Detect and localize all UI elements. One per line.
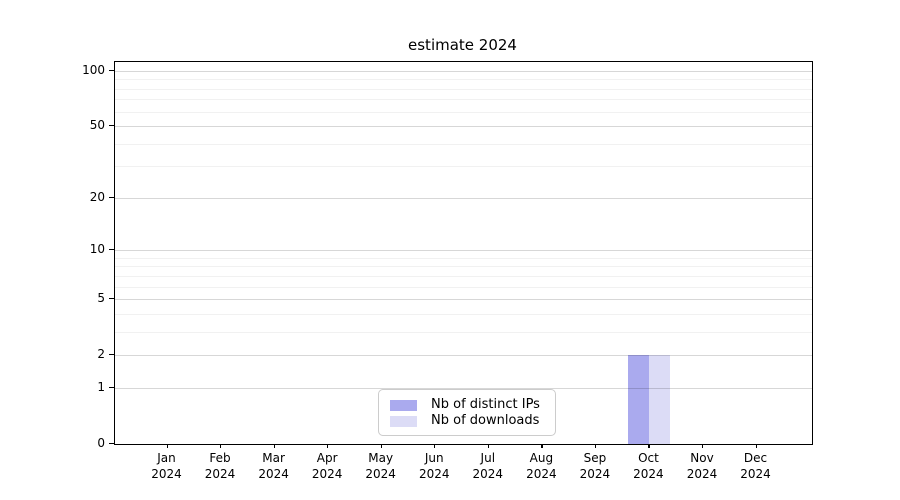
y-axis-tick — [109, 354, 114, 356]
x-axis-tick-label: Apr 2024 — [311, 451, 343, 481]
gridline — [115, 71, 812, 72]
gridline — [115, 111, 812, 113]
gridline — [115, 299, 812, 301]
gridline — [115, 313, 812, 315]
x-axis-tick-label: Sep 2024 — [579, 451, 611, 481]
y-axis-tick-label: 0 — [97, 436, 105, 450]
x-axis-tick-label: Mar 2024 — [258, 451, 289, 481]
bar-downloads — [649, 355, 671, 444]
x-axis-tick-label: Dec 2024 — [740, 451, 771, 481]
y-axis-tick — [109, 386, 114, 389]
gridline — [115, 143, 812, 145]
legend-label: Nb of distinct IPs — [431, 397, 540, 412]
x-axis-tick — [487, 444, 489, 448]
bar-distinct-ips — [628, 355, 650, 444]
y-axis-tick-label: 5 — [97, 291, 105, 306]
x-axis-tick — [648, 444, 650, 448]
gridline — [115, 387, 812, 389]
x-axis-tick — [434, 444, 436, 448]
gridline — [115, 126, 812, 128]
y-axis-tick-label: 10 — [89, 242, 105, 257]
x-axis-tick — [273, 444, 275, 448]
y-axis-tick-label: 100 — [82, 63, 105, 77]
x-axis-tick-label: Jan 2024 — [151, 451, 182, 481]
gridline — [115, 79, 812, 81]
gridline — [115, 275, 812, 277]
y-axis-tick-label: 50 — [89, 118, 105, 133]
gridline — [115, 257, 812, 259]
chart-title: estimate 2024 — [408, 36, 517, 54]
y-axis-tick-label: 20 — [89, 189, 105, 204]
legend-swatch-downloads-icon — [390, 415, 417, 427]
gridline — [115, 99, 812, 101]
legend-label: Nb of downloads — [431, 413, 540, 428]
x-axis-tick — [166, 444, 168, 448]
gridline — [115, 166, 812, 168]
x-axis-tick-label: Feb 2024 — [204, 451, 236, 481]
y-axis-tick — [109, 125, 114, 127]
y-axis-tick — [109, 443, 114, 445]
legend-swatch-distinct-ips-icon — [390, 399, 417, 411]
legend: Nb of distinct IPs Nb of downloads — [378, 389, 556, 436]
x-axis-tick — [702, 444, 704, 448]
x-axis-tick-label: Jul 2024 — [472, 451, 504, 481]
legend-item-distinct-ips: Nb of distinct IPs — [390, 397, 545, 413]
y-axis-tick — [109, 70, 114, 72]
legend-item-downloads: Nb of downloads — [390, 413, 545, 429]
x-axis-tick-label: May 2024 — [365, 451, 396, 481]
plot-area — [114, 61, 813, 445]
gridline — [115, 266, 812, 268]
x-axis-tick-label: Nov 2024 — [686, 451, 718, 481]
x-axis-tick — [755, 444, 757, 448]
gridline — [115, 250, 812, 252]
x-axis-tick-label: Aug 2024 — [526, 451, 557, 481]
x-axis-tick — [220, 444, 222, 448]
y-axis-tick-label: 1 — [97, 379, 105, 394]
x-axis-tick — [594, 444, 597, 448]
y-axis-tick-label: 2 — [97, 347, 105, 362]
gridline — [115, 286, 812, 288]
y-axis-tick — [109, 249, 114, 251]
x-axis-tick — [380, 444, 382, 448]
gridline — [115, 197, 812, 199]
gridline — [115, 88, 812, 90]
x-axis-tick-label: Oct 2024 — [633, 451, 664, 481]
gridline — [115, 331, 812, 333]
y-axis-tick — [109, 196, 114, 199]
y-axis-tick — [109, 298, 114, 300]
gridline — [115, 355, 812, 357]
x-axis-tick — [541, 444, 543, 448]
x-axis-tick — [327, 444, 329, 448]
x-axis-tick-label: Jun 2024 — [418, 451, 450, 481]
